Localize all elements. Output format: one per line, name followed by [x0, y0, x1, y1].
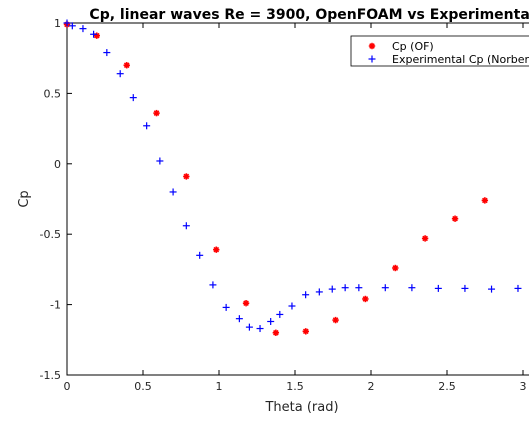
legend-box [350, 35, 529, 67]
legend-marker [368, 55, 376, 63]
y-axis: -1.5 -1 -0.5 0 0.5 1 [40, 17, 72, 382]
data-point [79, 25, 87, 33]
data-point [362, 295, 369, 303]
y-tick-label: 1 [54, 17, 61, 30]
data-point [183, 173, 190, 180]
x-tick-label: 3 [520, 380, 527, 393]
data-point [434, 284, 442, 292]
plot-area [66, 22, 529, 376]
legend-label: Cp (OF) [392, 40, 434, 53]
data-point [90, 30, 98, 38]
chart-title: Cp, linear waves Re = 3900, OpenFOAM vs … [89, 7, 529, 23]
data-point [421, 235, 429, 242]
data-point [341, 284, 349, 292]
data-point [242, 299, 250, 307]
series-1 [63, 19, 522, 333]
y-tick-label: 0.5 [44, 87, 62, 100]
x-tick-label: 2.5 [438, 380, 456, 393]
data-point [222, 303, 230, 311]
data-point [332, 316, 339, 324]
data-point [488, 285, 496, 293]
data-point [514, 284, 522, 292]
data-point [182, 222, 190, 230]
data-point [392, 264, 399, 272]
legend: Cp (OF)Experimental Cp (Norberg) [350, 35, 529, 67]
data-point [129, 94, 137, 102]
x-axis: 0 0.5 1 1.5 2 2.5 3 [64, 23, 527, 393]
legend-label: Experimental Cp (Norberg) [392, 53, 529, 66]
y-tick-label: 0 [54, 158, 61, 171]
data-point [302, 328, 309, 335]
x-tick-label: 2 [368, 380, 375, 393]
legend-marker [368, 42, 376, 50]
data-point [143, 122, 151, 130]
data-point [328, 285, 336, 293]
y-tick-label: -1 [50, 299, 61, 312]
data-point [381, 284, 389, 292]
data-marks [63, 19, 522, 336]
data-point [196, 251, 204, 259]
data-point [355, 284, 363, 292]
x-axis-label: Theta (rad) [264, 400, 338, 415]
data-point [123, 62, 130, 69]
data-point [209, 281, 217, 289]
data-point [213, 246, 220, 253]
plot-frame [66, 22, 529, 376]
data-point [461, 284, 469, 292]
y-tick-label: -1.5 [40, 369, 61, 382]
data-point [256, 325, 264, 333]
y-tick-label: -0.5 [40, 228, 61, 241]
data-point [302, 291, 310, 299]
data-point [245, 323, 253, 331]
data-point [315, 288, 323, 296]
x-tick-label: 0 [64, 380, 71, 393]
data-point [276, 310, 284, 318]
data-point [272, 329, 280, 336]
data-point [103, 49, 111, 57]
data-point [451, 215, 459, 222]
data-point [267, 317, 275, 325]
x-tick-label: 1 [216, 380, 223, 393]
series-0 [63, 21, 489, 336]
data-point [408, 284, 416, 292]
data-point [235, 315, 243, 323]
data-point [116, 70, 124, 78]
data-point [156, 157, 164, 165]
x-tick-label: 0.5 [134, 380, 152, 393]
data-point [288, 302, 296, 310]
y-axis-label: Cp [17, 190, 32, 207]
data-point [93, 32, 100, 39]
data-point [68, 22, 76, 30]
x-tick-label: 1.5 [286, 380, 304, 393]
data-point [481, 197, 489, 204]
data-point [153, 109, 160, 117]
data-point [63, 19, 71, 27]
data-point [169, 188, 177, 196]
